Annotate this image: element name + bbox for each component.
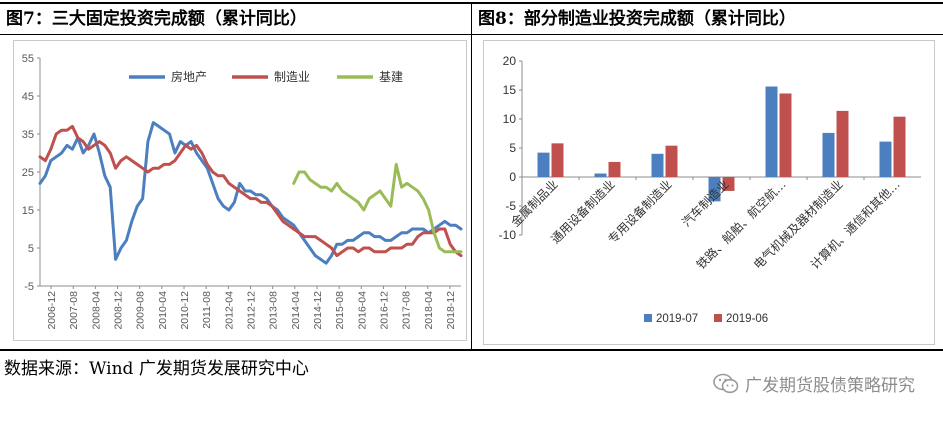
legend-label: 基建	[379, 70, 403, 84]
x-tick-label: 2008-12	[113, 291, 125, 330]
series-line-2	[38, 124, 463, 258]
x-tick-label: 2018-12	[445, 291, 457, 330]
y-tick-label: -5	[505, 199, 516, 213]
bar	[779, 93, 792, 177]
brand-watermark: 广发期货股债策略研究	[713, 371, 915, 396]
right-chart-frame: -10 -5 0 5 10 15 20 金属制品业 通用设备制造业 专用设备制造业 汽车制造业 铁路、…	[483, 40, 935, 345]
y-tick-label: 15	[22, 205, 34, 217]
x-tick-label: 2014-12	[312, 291, 324, 330]
x-tick-label: 2016-12	[378, 291, 390, 330]
x-tick-label: 2007-08	[68, 291, 80, 330]
top-rule	[0, 2, 943, 4]
bar	[893, 116, 906, 177]
x-tick-label: 2013-08	[268, 291, 280, 330]
y-tick-label: 25	[22, 167, 34, 179]
bar	[651, 153, 664, 177]
x-tick-label: 2018-04	[423, 291, 435, 330]
x-tick-label: 2016-04	[356, 291, 368, 330]
x-tick-label: 2014-04	[290, 291, 302, 330]
legend-label: 房地产	[171, 69, 207, 84]
y-tick-label: 5	[509, 141, 516, 155]
x-tick-label: 2010-04	[157, 291, 169, 330]
left-chart-frame: -5 5 15 25 35 45 55 2006-12 2007-08 2008-04 2008-1…	[13, 40, 467, 341]
x-tick-label: 2010-12	[179, 291, 191, 330]
bar	[551, 143, 564, 177]
x-tick-label: 2011-08	[201, 291, 213, 329]
x-tick-label: 2009-08	[135, 291, 147, 330]
x-tick-label: 2008-04	[90, 291, 102, 330]
source-note: 数据来源：Wind 广发期货发展研究中心	[4, 359, 309, 379]
brand-name: 广发期货股债策略研究	[745, 376, 915, 396]
bar	[879, 141, 892, 177]
category-label: 汽车制造业	[679, 177, 732, 230]
bar	[722, 177, 735, 191]
y-tick-label: 0	[509, 170, 516, 184]
legend-swatch	[644, 314, 652, 322]
y-tick-label: 20	[503, 54, 517, 68]
bar	[765, 86, 778, 177]
legend-label: 2019-07	[656, 313, 698, 325]
y-tick-label: 15	[503, 83, 517, 97]
panel-divider	[471, 4, 472, 349]
y-tick-label: -5	[24, 281, 34, 293]
y-tick-label: 35	[22, 129, 34, 141]
x-tick-label: 2006-12	[46, 291, 58, 330]
bar	[665, 145, 678, 177]
y-tick-label: 10	[503, 112, 517, 126]
bottom-rule	[0, 349, 943, 351]
x-tick-label: 2017-08	[401, 291, 413, 330]
left-panel-title: 图7：三大固定投资完成额（累计同比）	[6, 9, 307, 29]
y-tick-label: -10	[499, 228, 517, 242]
legend-label: 制造业	[274, 70, 310, 84]
x-tick-label: 2015-08	[334, 291, 346, 330]
series-line-3	[292, 162, 463, 254]
bar	[708, 177, 721, 202]
right-panel-title: 图8：部分制造业投资完成额（累计同比）	[478, 9, 796, 29]
y-tick-label: 5	[28, 243, 34, 255]
x-tick-label: 2012-04	[223, 291, 235, 330]
bar	[537, 152, 550, 177]
x-tick-label: 2012-12	[246, 291, 258, 330]
y-tick-label: 45	[22, 91, 34, 103]
wechat-icon	[713, 373, 739, 395]
bar	[608, 161, 621, 177]
series-line-1	[38, 121, 463, 265]
legend-swatch	[714, 314, 722, 322]
legend-label: 2019-06	[726, 313, 768, 325]
y-tick-label: 55	[22, 53, 34, 65]
bar	[836, 110, 849, 177]
line-chart: -5 5 15 25 35 45 55 2006-12 2007-08 2008-04 2008-1…	[22, 53, 463, 330]
bar	[822, 132, 835, 177]
bar	[594, 173, 607, 177]
